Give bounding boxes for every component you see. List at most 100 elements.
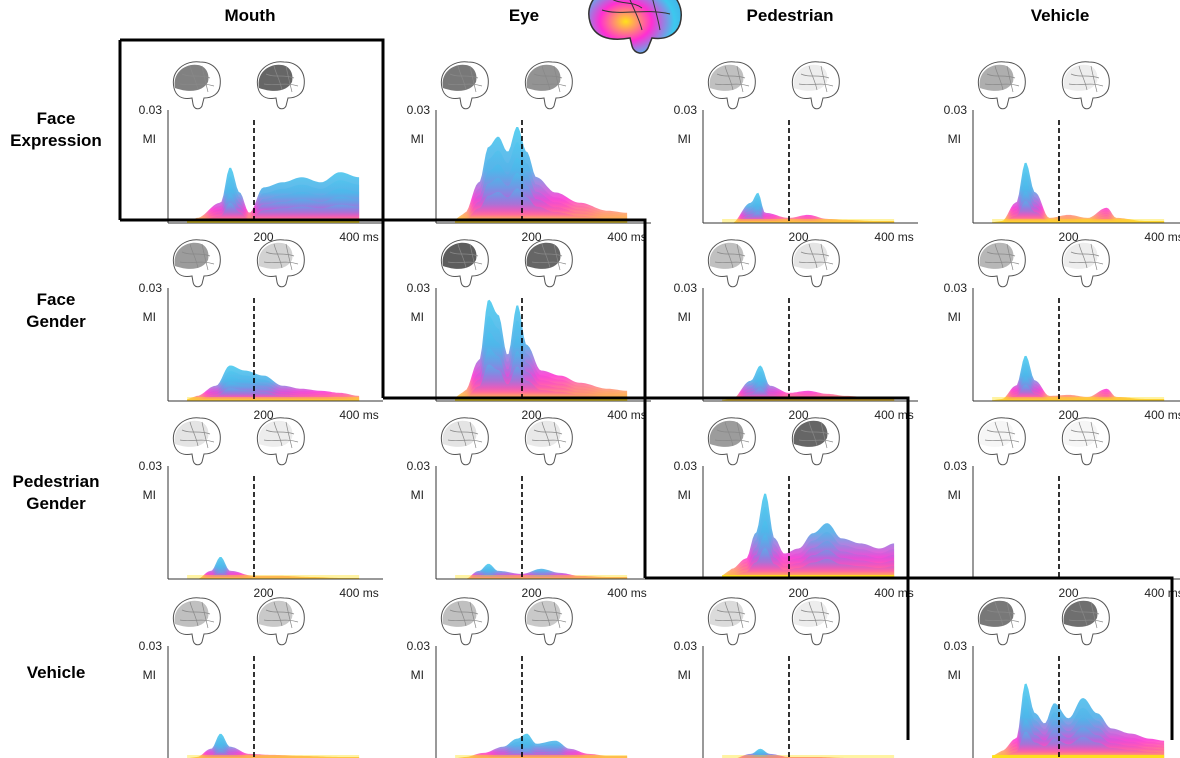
brain-sulcus: [189, 65, 199, 91]
brain-right-view: [1061, 61, 1110, 110]
brain-sulcus: [994, 601, 1004, 627]
brain-sulcus: [986, 429, 1016, 435]
x-tick-label: 400 ms: [1144, 230, 1180, 244]
column-header-eye: Eye: [508, 6, 540, 25]
brain-sulcus: [201, 601, 209, 629]
brain-sulcus: [1006, 601, 1014, 629]
brain-right-view: [256, 597, 305, 646]
row-header-line: Face: [36, 290, 76, 309]
row-header-pedestrian-gender: Pedestrian Gender: [0, 471, 112, 515]
brain-left-view: [172, 239, 221, 288]
brain-sulcus: [541, 601, 551, 627]
brain-right-view: [791, 239, 840, 288]
brain-sulcus: [449, 429, 479, 435]
mi-area-trace: [722, 212, 895, 223]
brain-sulcus: [189, 421, 199, 447]
panel-r2-c3: 0.03 MI 200 400 ms: [944, 417, 1180, 600]
x-tick-label: 200: [1059, 586, 1079, 600]
brain-left-view: [707, 61, 756, 110]
brain-sulcus: [1078, 601, 1088, 627]
x-tick-label: 200: [254, 408, 274, 422]
brain-icon-shape: [588, 0, 682, 54]
brain-sulcus: [820, 243, 828, 271]
header-brain-icon: [588, 0, 682, 54]
brain-sulcus: [736, 243, 744, 271]
brain-sulcus: [724, 243, 734, 269]
column-header-vehicle: Vehicle: [1030, 6, 1090, 25]
brain-right-view: [1061, 239, 1110, 288]
x-tick-label: 200: [522, 230, 542, 244]
row-header-face-gender: Face Gender: [0, 289, 112, 333]
brain-sulcus: [724, 601, 734, 627]
mi-baseline-band: [455, 575, 628, 579]
brain-sulcus: [449, 609, 479, 615]
brain-sulcus: [285, 421, 293, 449]
brain-sulcus: [285, 65, 293, 93]
mi-area-trace: [199, 750, 318, 758]
y-axis-label: MI: [143, 668, 156, 682]
y-axis-label: MI: [678, 668, 691, 682]
panel-r0-c0: 0.03 MI 200 400 ms: [139, 61, 383, 244]
panels-layer: 0.03 MI 200 400 ms 0.03 MI 200 400 ms 0.03 MI 200 4…: [139, 61, 1180, 758]
brain-sulcus: [994, 65, 1004, 91]
brain-sulcus: [181, 609, 211, 615]
y-axis-label: MI: [411, 132, 424, 146]
mi-baseline-band: [992, 397, 1165, 401]
brain-sulcus: [541, 421, 551, 447]
row-header-line: Gender: [26, 494, 86, 513]
y-axis-label: MI: [143, 310, 156, 324]
brain-left-view: [172, 61, 221, 110]
y-tick-label: 0.03: [944, 103, 968, 117]
brain-sulcus: [1006, 243, 1014, 271]
mi-area-trace: [992, 731, 1165, 758]
mi-area-trace: [455, 188, 628, 223]
brain-right-view: [1061, 417, 1110, 466]
x-tick-label: 200: [789, 230, 809, 244]
row-header-line: Gender: [26, 312, 86, 331]
brain-sulcus: [189, 601, 199, 627]
row-header-line: Vehicle: [26, 663, 86, 682]
y-tick-label: 0.03: [944, 639, 968, 653]
brain-sulcus: [716, 73, 746, 79]
mi-area-trace: [992, 384, 1165, 401]
brain-sulcus: [273, 421, 283, 447]
brain-sulcus: [1090, 65, 1098, 93]
brain-sulcus: [800, 251, 830, 257]
brain-right-view: [1061, 597, 1110, 646]
y-tick-label: 0.03: [674, 639, 698, 653]
brain-sulcus: [181, 429, 211, 435]
panel-r2-c2: 0.03 MI 200 400 ms: [674, 417, 918, 600]
brain-sulcus: [553, 421, 561, 449]
brain-sulcus: [1070, 251, 1100, 257]
y-tick-label: 0.03: [139, 281, 163, 295]
brain-sulcus: [808, 421, 818, 447]
y-tick-label: 0.03: [674, 103, 698, 117]
mi-baseline-band: [187, 397, 360, 401]
brain-icon: [588, 0, 682, 54]
panel-r0-c3: 0.03 MI 200 400 ms: [944, 61, 1180, 244]
y-axis-label: MI: [678, 488, 691, 502]
y-axis-label: MI: [143, 132, 156, 146]
brain-sulcus: [1070, 609, 1100, 615]
mi-area-trace: [187, 571, 360, 579]
y-tick-label: 0.03: [407, 281, 431, 295]
column-header-pedestrian: Pedestrian: [746, 6, 834, 25]
mi-area-trace: [455, 573, 628, 579]
y-tick-label: 0.03: [139, 459, 163, 473]
brain-left-view: [440, 417, 489, 466]
x-tick-label: 400 ms: [1144, 408, 1180, 422]
x-tick-label: 400 ms: [339, 408, 378, 422]
brain-sulcus: [469, 65, 477, 93]
brain-right-view: [791, 417, 840, 466]
brain-sulcus: [1070, 73, 1100, 79]
brain-sulcus: [808, 65, 818, 91]
brain-sulcus: [533, 609, 563, 615]
brain-sulcus: [716, 609, 746, 615]
brain-sulcus: [1078, 243, 1088, 269]
brain-left-view: [440, 597, 489, 646]
brain-sulcus: [820, 421, 828, 449]
brain-sulcus: [201, 421, 209, 449]
y-axis-label: MI: [678, 132, 691, 146]
